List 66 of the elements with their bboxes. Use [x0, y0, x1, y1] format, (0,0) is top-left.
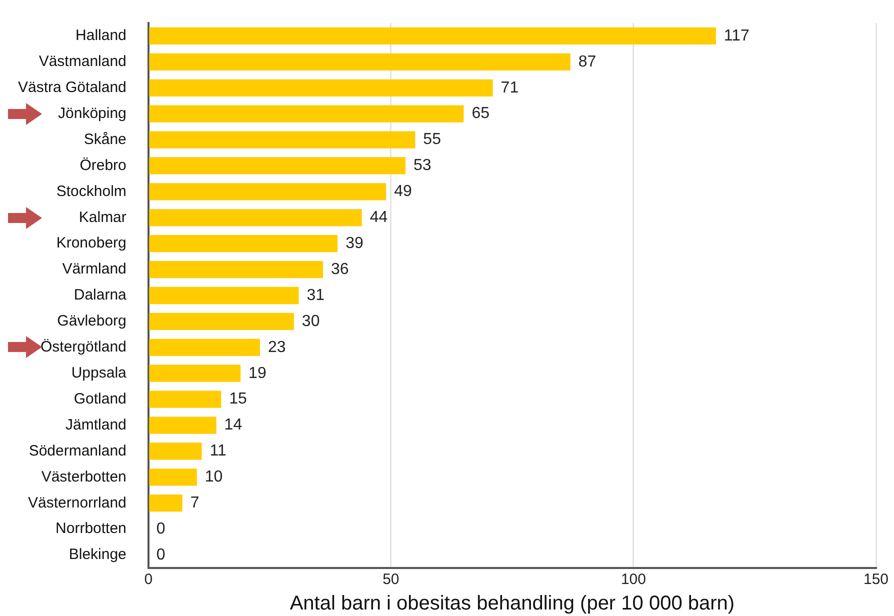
bar: [149, 468, 197, 486]
data-label: 44: [370, 209, 388, 226]
bar: [149, 131, 416, 148]
data-label: 11: [210, 442, 226, 460]
y-tick-label: Jönköping: [58, 104, 126, 122]
bar: [149, 235, 338, 252]
bar: [149, 338, 260, 356]
data-label: 10: [204, 468, 223, 486]
bar: [149, 416, 216, 434]
y-tick-label: Skåne: [84, 130, 126, 148]
data-label: 30: [302, 312, 320, 330]
data-label: 7: [190, 494, 200, 512]
data-label: 53: [413, 157, 432, 174]
y-tick-label: Stockholm: [56, 182, 126, 200]
y-tick-label: Jämtland: [66, 416, 126, 434]
bar: [149, 183, 386, 200]
bar: [149, 312, 294, 330]
bar: [149, 364, 241, 382]
bar: [149, 494, 182, 512]
data-label: 0: [156, 546, 166, 564]
y-tick-label: Kalmar: [78, 208, 126, 226]
y-tick-label: Västra Götaland: [18, 79, 126, 96]
bar: [149, 53, 570, 70]
y-tick-label: Örebro: [80, 156, 126, 174]
data-label: 14: [224, 416, 242, 434]
data-label: 19: [248, 364, 266, 382]
y-tick-label: Västerbotten: [41, 468, 126, 486]
y-tick-label: Gävleborg: [57, 312, 126, 330]
data-label: 87: [578, 53, 596, 70]
bar: [149, 27, 716, 45]
bar: [149, 286, 299, 304]
y-tick-label: Norrbotten: [56, 520, 126, 538]
x-tick-label: 50: [382, 571, 400, 588]
bar: [149, 79, 493, 96]
bar: [149, 260, 324, 278]
y-tick-label: Gotland: [74, 390, 126, 408]
y-tick-label: Västernorrland: [28, 494, 126, 512]
bar: [149, 157, 406, 174]
bar: [149, 442, 202, 460]
data-label: 49: [394, 183, 412, 200]
data-label: 55: [423, 131, 442, 148]
y-tick-label: Kronoberg: [56, 234, 126, 252]
y-tick-label: Blekinge: [68, 546, 126, 564]
x-tick-label: 0: [144, 571, 153, 588]
data-label: 71: [500, 79, 519, 96]
data-label: 36: [331, 260, 349, 278]
bar: [149, 105, 464, 122]
x-axis-title: Antal barn i obesitas behandling (per 10 000 barn): [290, 592, 735, 615]
y-tick-label: Södermanland: [28, 442, 126, 460]
bar: [149, 209, 362, 226]
data-label: 0: [156, 520, 166, 538]
bar: [149, 390, 222, 408]
data-label: 117: [724, 27, 750, 44]
y-tick-label: Halland: [76, 27, 126, 44]
y-tick-label: Västmanland: [38, 53, 126, 70]
y-tick-label: Östergötland: [40, 338, 126, 356]
x-tick-label: 150: [863, 571, 889, 588]
y-tick-label: Dalarna: [74, 286, 128, 304]
x-tick-label: 100: [620, 571, 646, 588]
y-tick-label: Värmland: [62, 260, 126, 278]
data-label: 15: [229, 390, 248, 408]
y-tick-label: Uppsala: [71, 364, 128, 382]
data-label: 23: [268, 338, 286, 356]
data-label: 65: [472, 105, 490, 122]
data-label: 39: [346, 235, 364, 252]
data-label: 31: [306, 286, 325, 304]
